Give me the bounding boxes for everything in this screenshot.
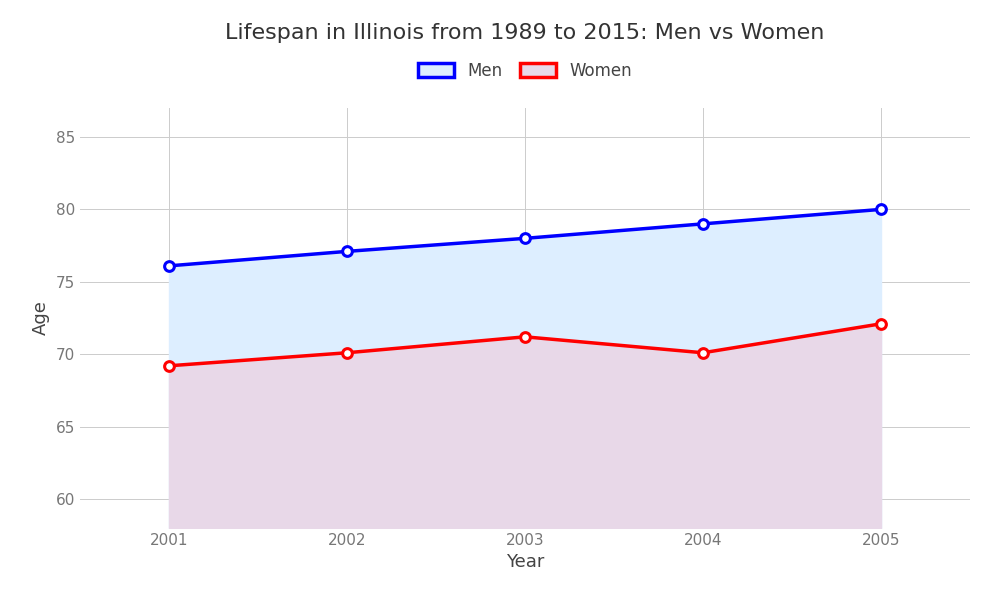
X-axis label: Year: Year xyxy=(506,553,544,571)
Title: Lifespan in Illinois from 1989 to 2015: Men vs Women: Lifespan in Illinois from 1989 to 2015: … xyxy=(225,23,825,43)
Legend: Men, Women: Men, Women xyxy=(418,62,632,80)
Y-axis label: Age: Age xyxy=(32,301,50,335)
